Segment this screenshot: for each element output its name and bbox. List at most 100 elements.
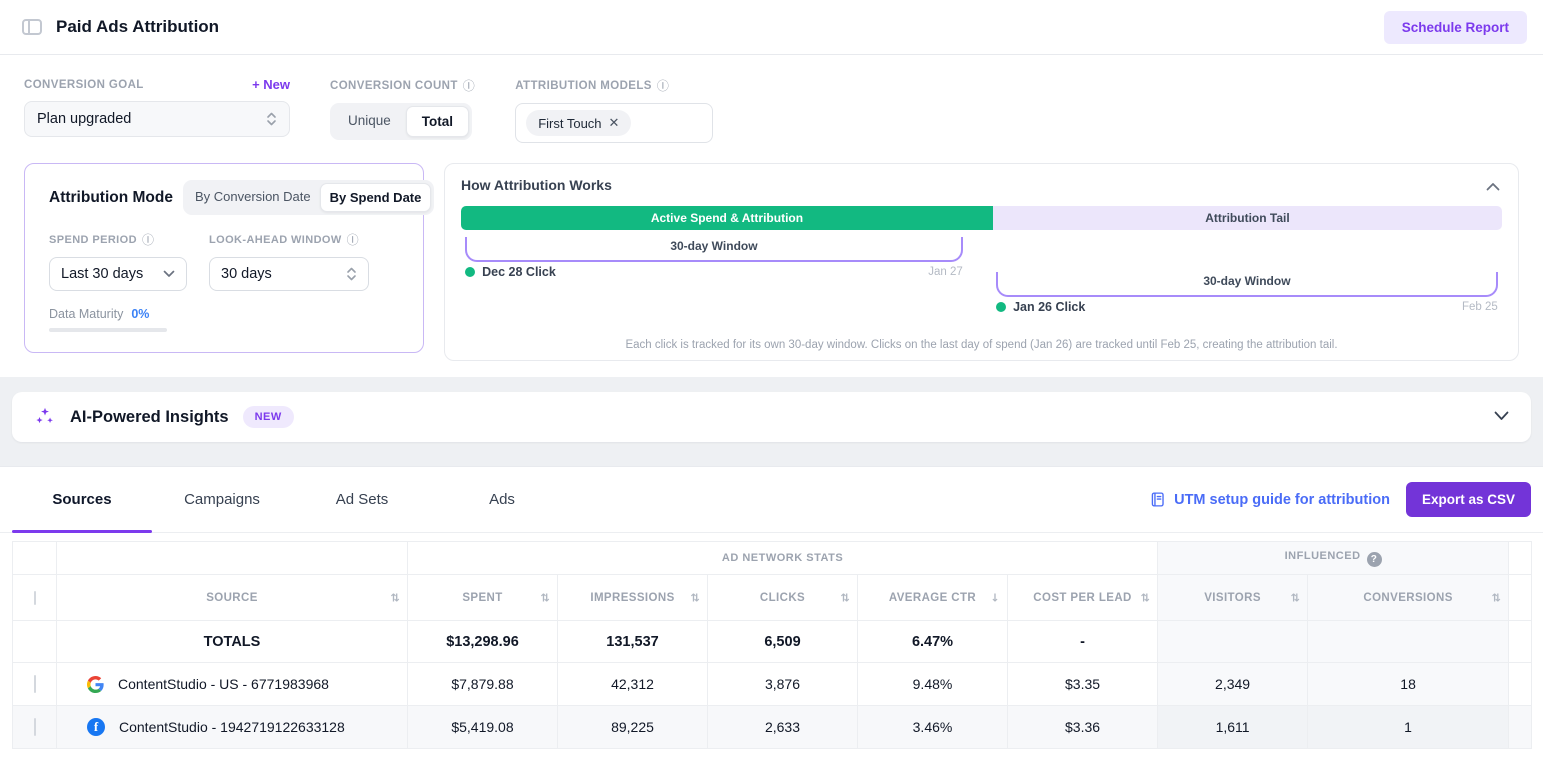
column-header-row: SOURCE ⇅ SPENT ⇅ IMPRESSIONS ⇅ CLICKS ⇅ AVER… (12, 574, 1533, 621)
updown-chevron-icon (266, 111, 277, 127)
totals-visitors (1157, 620, 1309, 663)
app-header: Paid Ads Attribution Schedule Report (0, 0, 1543, 55)
new-goal-button[interactable]: + New (252, 77, 290, 92)
data-maturity-row: Data Maturity 0% (49, 307, 399, 321)
active-spend-bar: Active Spend & Attribution (461, 206, 993, 230)
top-section: Paid Ads Attribution Schedule Report CON… (0, 0, 1543, 377)
toggle-by-spend-date[interactable]: By Spend Date (319, 183, 432, 212)
facebook-icon: f (87, 718, 105, 736)
window2-label: 30-day Window (1203, 274, 1291, 288)
sources-table-wrap: AD NETWORK STATS INFLUENCED? SOURCE ⇅ SPE… (12, 541, 1533, 749)
cell-cost-per-lead: $3.36 (1006, 705, 1159, 749)
sort-icon[interactable]: ⇅ (690, 591, 700, 604)
utm-setup-guide-link[interactable]: UTM setup guide for attribution (1149, 491, 1390, 508)
conversion-goal-block: CONVERSION GOAL + New Plan upgraded (24, 77, 290, 137)
cell-visitors: 2,349 (1157, 662, 1309, 706)
row-checkbox[interactable] (33, 718, 36, 736)
col-header-clicks[interactable]: CLICKS ⇅ (707, 574, 858, 621)
conversion-goal-select[interactable]: Plan upgraded (24, 101, 290, 137)
remove-model-icon[interactable]: ✕ (608, 115, 620, 130)
window1-meta: Dec 28 Click Jan 27 (465, 265, 963, 279)
ai-insights-title: AI-Powered Insights (70, 407, 229, 426)
expand-chevron-down-icon[interactable] (1494, 408, 1509, 426)
conversion-count-toggle: Unique Total (330, 103, 473, 140)
window2-start-label: Jan 26 Click (1013, 300, 1086, 314)
col-header-source[interactable]: SOURCE ⇅ (56, 574, 408, 621)
toggle-total[interactable]: Total (405, 106, 470, 137)
schedule-report-button[interactable]: Schedule Report (1383, 10, 1527, 44)
conversion-count-block: CONVERSION COUNT ⓘ Unique Total (330, 77, 475, 140)
totals-spent: $13,298.96 (407, 620, 558, 663)
col-header-conversions[interactable]: CONVERSIONS ⇅ (1307, 574, 1510, 621)
window1-end-date: Jan 27 (928, 266, 963, 278)
tabs-bar: Sources Campaigns Ad Sets Ads UTM setup … (0, 467, 1543, 533)
spend-period-select[interactable]: Last 30 days (49, 257, 187, 291)
info-icon[interactable]: ⓘ (656, 79, 670, 93)
data-maturity-progressbar (49, 328, 167, 332)
attribution-models-input[interactable]: First Touch ✕ (515, 103, 714, 143)
tab-ad-sets[interactable]: Ad Sets (335, 491, 389, 508)
source-name[interactable]: ContentStudio - 1942719122633128 (119, 719, 345, 735)
spend-period-label: SPEND PERIOD (49, 233, 137, 246)
updown-chevron-icon (346, 266, 357, 282)
window2-meta: Jan 26 Click Feb 25 (996, 300, 1498, 314)
totals-conversions (1307, 620, 1510, 663)
info-icon[interactable]: ⓘ (141, 233, 155, 247)
col-header-spent[interactable]: SPENT ⇅ (407, 574, 558, 621)
attribution-models-block: ATTRIBUTION MODELS ⓘ First Touch ✕ (515, 77, 714, 143)
col-header-impressions[interactable]: IMPRESSIONS ⇅ (557, 574, 708, 621)
window1-label: 30-day Window (670, 239, 758, 253)
toggle-unique[interactable]: Unique (348, 113, 391, 128)
col-header-cost-per-lead[interactable]: COST PER LEAD ⇅ (1006, 574, 1159, 621)
model-chip: First Touch ✕ (526, 110, 632, 136)
cell-clicks: 2,633 (707, 705, 858, 749)
info-icon[interactable]: ⓘ (462, 79, 476, 93)
source-name[interactable]: ContentStudio - US - 6771983968 (118, 676, 329, 692)
sort-icon[interactable]: ⇅ (840, 591, 850, 604)
group-header-ad-network: AD NETWORK STATS (406, 541, 1159, 575)
col-header-visitors[interactable]: VISITORS ⇅ (1157, 574, 1309, 621)
sort-icon[interactable]: ⇅ (1491, 591, 1502, 604)
page-title: Paid Ads Attribution (56, 17, 220, 36)
cell-impressions: 89,225 (557, 705, 708, 749)
select-all-checkbox[interactable] (33, 590, 36, 605)
conversion-goal-label: CONVERSION GOAL (24, 78, 144, 91)
table-row-google[interactable]: ContentStudio - US - 6771983968 $7,879.8… (12, 662, 1533, 706)
attribution-caption: Each click is tracked for its own 30-day… (625, 339, 1338, 351)
conversion-count-label: CONVERSION COUNT (330, 79, 458, 92)
window-bracket-1: 30-day Window (465, 237, 963, 262)
look-ahead-block: LOOK-AHEAD WINDOW ⓘ 30 days (209, 231, 369, 291)
totals-cost-per-lead: - (1006, 620, 1159, 663)
toggle-by-conversion-date[interactable]: By Conversion Date (194, 189, 311, 204)
data-maturity-label: Data Maturity (49, 307, 124, 321)
spend-period-value: Last 30 days (61, 266, 144, 282)
spend-period-block: SPEND PERIOD ⓘ Last 30 days (49, 231, 187, 291)
sort-icon[interactable]: ⇅ (1290, 591, 1301, 604)
cell-clicks: 3,876 (707, 662, 858, 706)
collapse-chevron-up-icon[interactable] (1486, 178, 1500, 196)
sort-icon[interactable]: ⇅ (1140, 591, 1151, 604)
tab-campaigns[interactable]: Campaigns (184, 491, 260, 508)
how-attribution-works-title: How Attribution Works (461, 177, 612, 193)
tab-sources[interactable]: Sources (12, 467, 152, 533)
tab-ads[interactable]: Ads (489, 491, 515, 508)
ai-insights-card[interactable]: AI-Powered Insights NEW (12, 392, 1531, 442)
look-ahead-select[interactable]: 30 days (209, 257, 369, 291)
sidebar-toggle-icon[interactable] (22, 19, 42, 35)
sort-icon[interactable]: ⇅ (540, 591, 550, 604)
sort-icon[interactable]: ⇅ (390, 591, 400, 604)
sort-desc-icon[interactable]: ↓ (990, 591, 1000, 604)
row-checkbox[interactable] (33, 675, 36, 693)
cell-impressions: 42,312 (557, 662, 708, 706)
attribution-mode-card: Attribution Mode By Conversion Date By S… (24, 163, 435, 353)
col-header-average-ctr[interactable]: AVERAGE CTR ↓ (857, 574, 1008, 621)
cards-row: Attribution Mode By Conversion Date By S… (0, 149, 1543, 377)
table-row-facebook[interactable]: f ContentStudio - 1942719122633128 $5,41… (12, 705, 1533, 749)
export-csv-button[interactable]: Export as CSV (1405, 482, 1531, 517)
info-icon[interactable]: ⓘ (346, 233, 360, 247)
cell-spent: $7,879.88 (407, 662, 558, 706)
look-ahead-label: LOOK-AHEAD WINDOW (209, 233, 342, 246)
sparkles-icon (34, 406, 56, 428)
help-icon[interactable]: ? (1366, 551, 1382, 567)
